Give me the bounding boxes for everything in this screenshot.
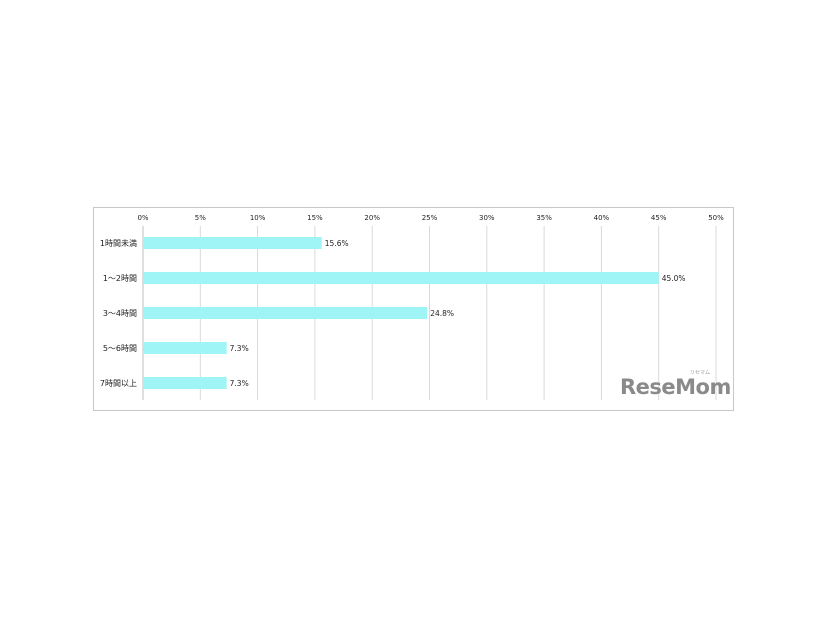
category-label: 5～6時間 [103,344,137,353]
x-tick-label: 25% [422,214,438,222]
logo-text: ReseMom [620,375,731,399]
x-tick-label: 0% [137,214,148,222]
bar [143,272,659,284]
data-label: 15.6% [325,239,349,248]
x-tick-label: 5% [195,214,206,222]
x-tick-label: 30% [479,214,495,222]
data-label: 24.8% [430,309,454,318]
bar [143,237,322,249]
x-tick-label: 40% [594,214,610,222]
x-tick-label: 35% [536,214,552,222]
data-label: 7.3% [230,379,249,388]
x-tick-label: 50% [708,214,724,222]
x-tick-label: 20% [364,214,380,222]
bar [143,342,227,354]
x-tick-label: 45% [651,214,667,222]
x-tick-label: 15% [307,214,323,222]
bar [143,377,227,389]
data-label: 7.3% [230,344,249,353]
category-label: 3～4時間 [103,309,137,318]
category-label: 7時間以上 [100,379,137,388]
resemom-logo: ReseMom リセマム [620,370,731,407]
logo-reading: リセマム [690,370,711,376]
data-label: 45.0% [662,274,686,283]
x-tick-label: 10% [250,214,266,222]
category-label: 1～2時間 [103,274,137,283]
category-label: 1時間未満 [100,238,137,248]
bar [143,307,428,319]
